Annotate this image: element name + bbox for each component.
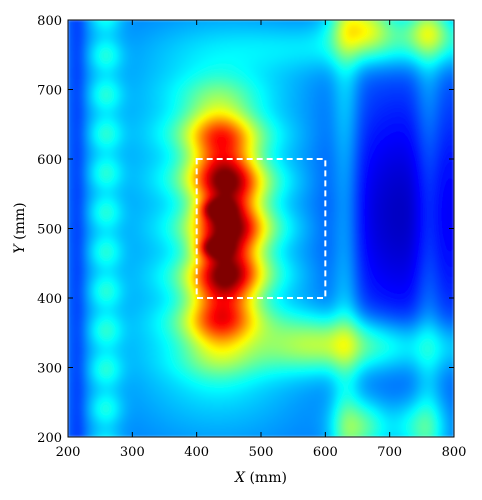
heatmap-image	[68, 20, 454, 437]
x-tick-label: 600	[313, 445, 338, 460]
y-tick-label: 300	[37, 362, 62, 377]
x-tick-label: 500	[249, 445, 274, 460]
x-tick-label: 200	[56, 445, 81, 460]
x-axis-label: X (mm)	[234, 470, 287, 486]
y-tick-label: 500	[37, 223, 62, 238]
heatmap-area	[68, 20, 454, 437]
x-axis-var: X	[234, 470, 246, 486]
y-tick-label: 200	[37, 431, 62, 446]
y-tick-label: 600	[37, 153, 62, 168]
y-tick-label: 400	[37, 292, 62, 307]
x-tick-label: 800	[442, 445, 467, 460]
axis-tick-labels: 200 300 400 500 600 700 800 200 300 400 500 600 700 8…	[37, 14, 466, 460]
y-axis-var: Y	[12, 243, 28, 254]
dashed-rectangle	[195, 158, 327, 299]
axis-ticks	[67, 19, 455, 438]
y-tick-label: 800	[37, 14, 62, 29]
x-tick-label: 700	[377, 445, 402, 460]
y-axis-unit: (mm)	[12, 202, 28, 244]
x-tick-label: 300	[120, 445, 145, 460]
x-tick-label: 400	[184, 445, 209, 460]
y-tick-label: 700	[37, 84, 62, 99]
y-axis-label: Y (mm)	[12, 202, 28, 253]
x-axis-unit: (mm)	[245, 470, 287, 486]
annotations-layer	[195, 158, 327, 299]
